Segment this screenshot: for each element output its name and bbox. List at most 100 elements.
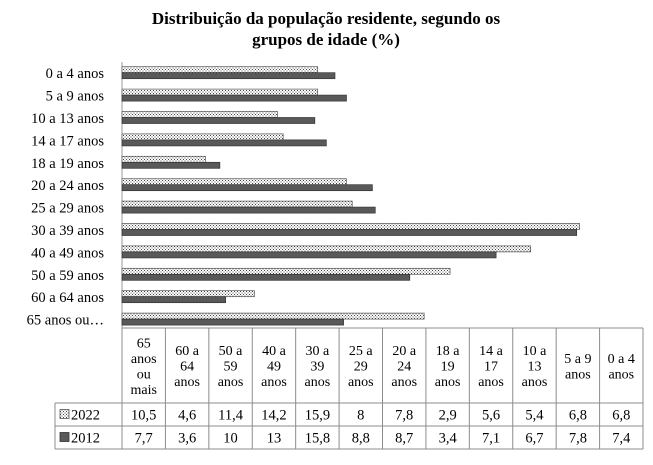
table-column-header: 14 a <box>479 344 504 359</box>
bar-2022 <box>121 111 278 118</box>
category-label: 0 a 4 anos <box>46 66 105 82</box>
bar-2012 <box>121 229 578 236</box>
table-cell: 10,5 <box>131 408 156 424</box>
table-column-header: anos <box>608 367 634 382</box>
table-cell: 6,7 <box>525 431 543 447</box>
legend-key-2022 <box>59 409 70 419</box>
table-column-header: anos <box>478 375 504 390</box>
table-cell: 2,9 <box>439 408 457 424</box>
category-label: 14 a 17 anos <box>31 133 104 149</box>
table-cell: 8 <box>357 408 364 424</box>
table-column-header: 17 <box>484 360 498 375</box>
table-column-header: anos <box>391 375 417 390</box>
bar-2012 <box>121 117 316 124</box>
table-column-header: 18 a <box>436 344 461 359</box>
chart-title-line: Distribuição da população residente, seg… <box>152 9 501 28</box>
bar-2012 <box>121 72 336 80</box>
bar-2022 <box>121 245 531 253</box>
table-cell: 4,6 <box>178 408 196 424</box>
table-column-header: mais <box>130 383 156 398</box>
bar-2012 <box>121 139 327 147</box>
legend-label: 2022 <box>71 408 100 424</box>
table-column-header: anos <box>348 375 374 390</box>
table-column-header: 30 a <box>306 344 331 359</box>
bar-2022 <box>121 200 353 208</box>
table-column-header: 64 <box>180 360 194 375</box>
bar-2012 <box>121 251 497 259</box>
table-cell: 6,8 <box>569 408 587 424</box>
bar-2022 <box>121 290 255 298</box>
table-column-header: anos <box>174 375 200 390</box>
table-column-header: anos <box>565 367 591 382</box>
bar-2022 <box>121 267 451 275</box>
table-column-header: 39 <box>310 360 324 375</box>
table-column-header: anos <box>131 352 157 367</box>
table-cell: 15,9 <box>305 408 330 424</box>
table-column-header: anos <box>218 375 244 390</box>
category-label: 50 a 59 anos <box>31 268 104 284</box>
table-cell: 7,1 <box>482 431 500 447</box>
bar-2022 <box>121 155 206 163</box>
bar-2012 <box>121 206 376 214</box>
chart-title-line: grupos de idade (%) <box>252 30 400 49</box>
table-cell: 5,6 <box>482 408 500 424</box>
table-column-header: 24 <box>397 360 411 375</box>
table-cell: 7,8 <box>569 431 587 447</box>
table-column-header: 59 <box>224 360 238 375</box>
category-label: 30 a 39 anos <box>31 223 104 239</box>
table-column-header: anos <box>261 375 287 390</box>
table-column-header: 40 a <box>262 344 287 359</box>
bar-2012 <box>121 273 411 281</box>
table-column-header: ou <box>137 367 151 382</box>
category-label: 10 a 13 anos <box>31 111 104 127</box>
table-cell: 11,4 <box>218 408 244 424</box>
table-column-header: 29 <box>354 360 368 375</box>
table-column-header: 0 a 4 <box>608 352 635 367</box>
table-cell: 3,4 <box>439 431 458 447</box>
table-column-header: 60 a <box>175 344 200 359</box>
table-cell: 7,8 <box>395 408 413 424</box>
table-column-header: 25 a <box>349 344 374 359</box>
table-cell: 8,8 <box>352 431 370 447</box>
category-label: 65 anos ou… <box>27 313 104 329</box>
category-label: 18 a 19 anos <box>31 156 104 172</box>
table-cell: 13 <box>267 431 282 447</box>
bar-2012 <box>121 94 347 102</box>
table-column-header: 65 <box>137 336 151 351</box>
legend-key-2012 <box>59 432 70 442</box>
table-cell: 14,2 <box>261 408 286 424</box>
bar-2012 <box>121 318 344 326</box>
table-column-header: 13 <box>527 360 541 375</box>
table-cell: 7,4 <box>612 431 631 447</box>
bar-2012 <box>121 161 221 169</box>
table-cell: 10 <box>223 431 238 447</box>
table-column-header: 49 <box>267 360 281 375</box>
category-label: 60 a 64 anos <box>31 290 104 306</box>
bar-2022 <box>121 178 347 186</box>
bar-2022 <box>121 223 580 230</box>
category-label: 25 a 29 anos <box>31 201 104 217</box>
bar-2012 <box>121 296 226 304</box>
table-column-header: 5 a 9 <box>564 352 591 367</box>
table-cell: 5,4 <box>525 408 544 424</box>
table-cell: 8,7 <box>395 431 413 447</box>
bar-2012 <box>121 184 373 192</box>
legend-label: 2012 <box>71 431 100 447</box>
bar-2022 <box>121 66 319 74</box>
table-column-header: 20 a <box>392 344 417 359</box>
table-column-header: anos <box>522 375 548 390</box>
bar-2022 <box>121 312 425 320</box>
table-column-header: 19 <box>441 360 455 375</box>
table-cell: 3,6 <box>178 431 196 447</box>
category-label: 20 a 24 anos <box>31 178 104 194</box>
table-column-header: anos <box>435 375 461 390</box>
table-column-header: 10 a <box>523 344 548 359</box>
table-cell: 15,8 <box>305 431 330 447</box>
table-cell: 6,8 <box>612 408 630 424</box>
table-column-header: anos <box>305 375 331 390</box>
table-column-header: 50 a <box>219 344 244 359</box>
bar-2022 <box>121 88 319 96</box>
table-cell: 7,7 <box>135 431 153 447</box>
category-label: 40 a 49 anos <box>31 245 104 261</box>
